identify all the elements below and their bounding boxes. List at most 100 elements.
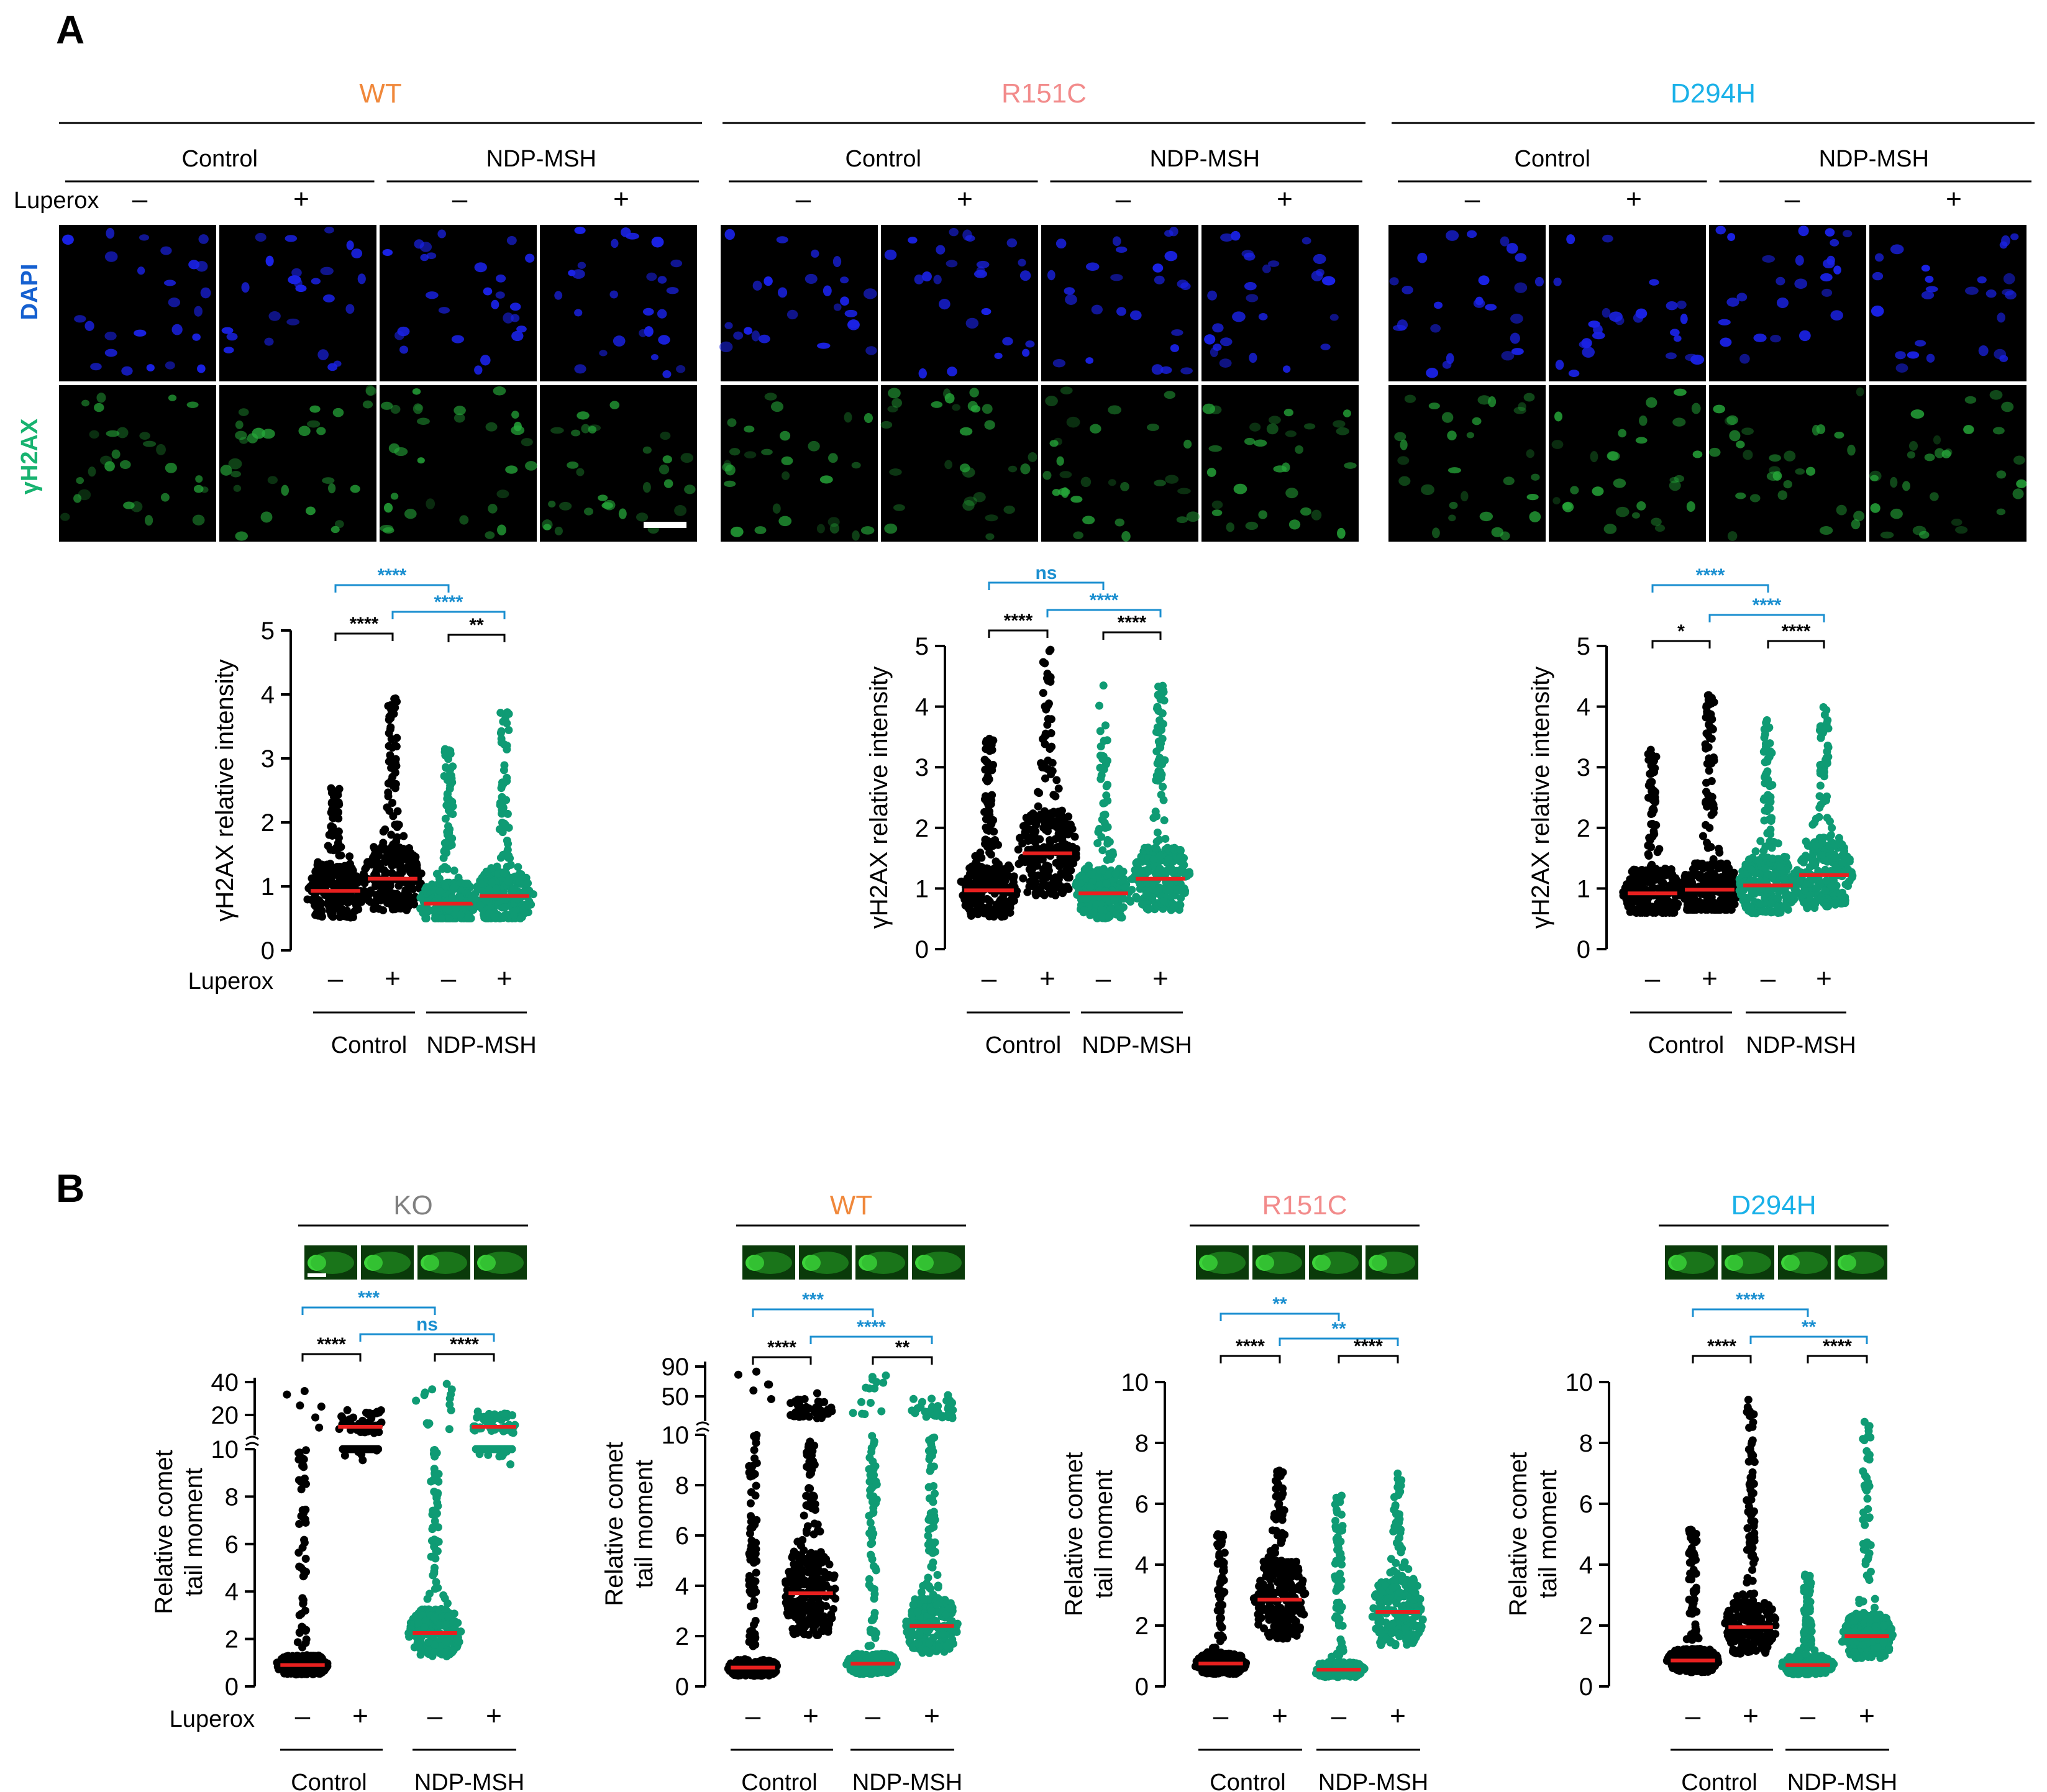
data-point — [1102, 791, 1111, 800]
nucleus — [1670, 329, 1680, 337]
data-point — [391, 784, 399, 793]
nucleus — [1115, 246, 1128, 253]
nucleus — [764, 393, 777, 401]
data-point — [457, 878, 465, 887]
significance-bracket — [1651, 640, 1711, 648]
nucleus — [1180, 367, 1193, 375]
luperox-sign: – — [295, 1701, 311, 1731]
nucleus — [1526, 449, 1534, 458]
nucleus — [345, 304, 355, 314]
y-tick-label: 4 — [261, 681, 275, 709]
data-point — [503, 745, 511, 753]
data-point — [294, 1455, 303, 1464]
data-point — [314, 1655, 323, 1663]
data-point — [1101, 824, 1110, 832]
nucleus — [1400, 439, 1408, 450]
data-point — [1095, 701, 1103, 710]
luperox-sign: + — [496, 963, 513, 994]
nucleus — [425, 291, 439, 299]
nucleus — [1245, 521, 1259, 530]
nucleus — [1554, 411, 1562, 422]
nucleus — [1833, 265, 1841, 275]
data-point — [1151, 844, 1160, 852]
data-point — [1767, 814, 1776, 822]
data-point — [1669, 878, 1677, 886]
nucleus — [994, 352, 1003, 360]
y-tick-label: 3 — [915, 754, 929, 781]
nucleus — [1925, 275, 1934, 283]
nucleus — [1064, 287, 1075, 295]
nucleus — [1795, 468, 1805, 475]
nucleus — [542, 519, 553, 530]
nucleus — [333, 360, 342, 367]
nucleus — [660, 431, 671, 440]
data-point — [435, 887, 444, 896]
nucleus — [574, 364, 586, 374]
nucleus — [1669, 480, 1681, 491]
nucleus — [1065, 294, 1077, 305]
nucleus — [1212, 323, 1224, 333]
data-point — [1768, 871, 1777, 880]
nucleus — [134, 329, 147, 337]
comet-image — [912, 1245, 965, 1280]
nucleus — [1607, 451, 1619, 461]
data-point — [1647, 843, 1656, 852]
dapi-image — [540, 225, 697, 381]
data-point — [409, 851, 417, 860]
data-point — [1812, 841, 1820, 850]
nucleus — [1121, 530, 1131, 542]
nucleus — [1830, 310, 1843, 321]
nucleus — [525, 461, 537, 471]
nucleus — [1529, 511, 1541, 522]
nucleus — [1515, 253, 1527, 262]
nucleus — [1421, 484, 1434, 496]
significance-bracket — [334, 584, 450, 593]
luperox-sign: – — [1116, 184, 1131, 214]
nucleus — [613, 335, 626, 347]
nucleus — [1915, 340, 1926, 347]
data-point — [1761, 773, 1769, 781]
data-point — [430, 1465, 439, 1473]
y-tick-label: 0 — [261, 937, 275, 965]
significance-label: ** — [469, 615, 484, 635]
data-point — [1064, 830, 1072, 839]
micrograph — [540, 225, 697, 381]
data-point — [1096, 727, 1105, 735]
data-point — [393, 898, 401, 907]
data-point — [311, 874, 319, 883]
nucleus — [164, 280, 176, 286]
data-point — [506, 860, 515, 869]
nucleus — [1320, 343, 1331, 350]
data-point — [440, 845, 449, 854]
data-point — [1132, 893, 1141, 901]
data-point — [482, 867, 491, 876]
nucleus — [493, 386, 506, 396]
luperox-sign: – — [132, 184, 148, 214]
data-point — [1767, 844, 1776, 852]
significance-label: * — [1677, 621, 1685, 642]
data-point — [1178, 885, 1187, 894]
nucleus — [1254, 439, 1267, 447]
data-point — [339, 869, 347, 878]
data-point — [352, 872, 361, 881]
data-point — [490, 912, 499, 921]
nucleus — [81, 399, 90, 407]
data-point — [1822, 796, 1831, 805]
nucleus — [662, 370, 672, 378]
nucleus — [947, 366, 957, 376]
data-point — [447, 809, 455, 818]
nucleus — [1313, 253, 1326, 265]
data-point — [521, 909, 530, 917]
y-tick-label: 5 — [915, 633, 929, 660]
dapi-image — [1549, 225, 1706, 381]
data-point — [430, 1535, 439, 1544]
nucleus — [776, 236, 788, 243]
nucleus — [233, 484, 242, 492]
nucleus — [1795, 255, 1804, 266]
nucleus — [943, 388, 951, 399]
nucleus — [976, 260, 990, 268]
nucleus — [2003, 273, 2015, 284]
nucleus — [192, 514, 205, 525]
data-point — [1765, 753, 1774, 762]
data-point — [476, 879, 485, 888]
